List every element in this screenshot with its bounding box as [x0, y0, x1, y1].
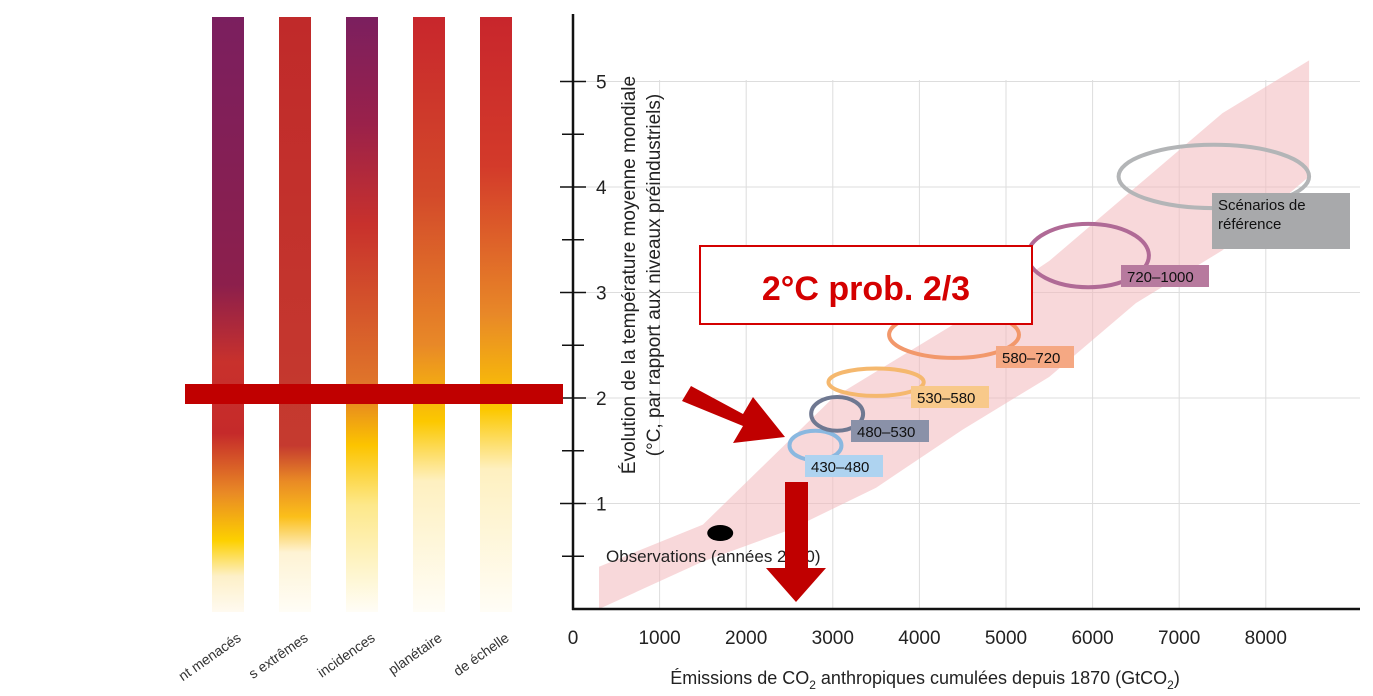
scenario-label-bg [851, 420, 929, 442]
scenario-label: 430–480 [811, 459, 869, 476]
two-degree-line [185, 384, 563, 404]
risk-label: s extrêmes [245, 629, 310, 681]
scenario-label-bg [911, 386, 989, 408]
observation-label: Observations (années 2000) [606, 547, 821, 566]
risk-label: planétaire [385, 629, 445, 677]
y-tick-label: 1 [596, 495, 607, 516]
risk-label: de échelle [450, 629, 512, 679]
y-tick-label: 3 [596, 284, 607, 305]
risk-label: incidences [314, 629, 377, 680]
x-tick-label: 5000 [985, 628, 1027, 649]
callout-box [699, 245, 1033, 325]
uncertainty-band [599, 60, 1310, 609]
series-marks: Observations (années 2000) 430–480 480–530… [606, 142, 1350, 566]
y-tick-label: 4 [596, 178, 607, 199]
risk-bar [212, 17, 244, 612]
x-tick-label: 3000 [812, 628, 854, 649]
y-axis-label-line1: Évolution de la température moyenne mond… [619, 76, 640, 474]
observation-point [707, 525, 734, 542]
x-tick-label: 8000 [1245, 628, 1287, 649]
down-arrow [766, 482, 826, 602]
risk-bars [212, 17, 512, 612]
x-tick-label: 6000 [1071, 628, 1113, 649]
risk-labels: nt menacés s extrêmes incidences planéta… [175, 629, 512, 684]
risk-bar [346, 17, 378, 612]
scenario-label: 580–720 [1002, 350, 1060, 367]
scenario-ellipse [826, 366, 926, 398]
risk-bar [413, 17, 445, 612]
scenario-label: 530–580 [917, 390, 975, 407]
scenario-label-bg [1121, 265, 1209, 287]
annotation-overlays: 2°C prob. 2/3 [185, 245, 1033, 602]
scenario-label: 720–1000 [1127, 269, 1194, 286]
scenario-label: référence [1218, 216, 1281, 233]
callout-text: 2°C prob. 2/3 [762, 270, 970, 308]
x-tick-label: 0 [568, 628, 579, 649]
risk-bar [279, 17, 311, 612]
scenario-ellipse [809, 394, 866, 433]
scenario-label: Scénarios de [1218, 197, 1306, 214]
risk-label: nt menacés [175, 629, 243, 684]
risk-bar [480, 17, 512, 612]
scenario-label-bg [1212, 193, 1350, 249]
y-tick-label: 2 [596, 389, 607, 410]
y-axis-label-line2: (°C, par rapport aux niveaux préindustri… [644, 94, 665, 456]
axes: 1 2 3 4 5 0 1000 2000 3000 4000 5000 6000 7000 8000 [560, 14, 1360, 649]
x-tick-label: 7000 [1158, 628, 1200, 649]
diagonal-arrow [682, 386, 785, 443]
scenario-label-bg [996, 346, 1074, 368]
x-axis-label: Émissions de CO2 anthropiques cumulées d… [670, 668, 1180, 692]
scenario-label: 480–530 [857, 424, 915, 441]
scenario-label-bg [805, 455, 883, 477]
y-tick-label: 5 [596, 73, 607, 94]
x-tick-label: 2000 [725, 628, 767, 649]
y-axis-title: Évolution de la température moyenne mond… [619, 76, 665, 474]
x-tick-label: 1000 [638, 628, 680, 649]
x-tick-label: 4000 [898, 628, 940, 649]
